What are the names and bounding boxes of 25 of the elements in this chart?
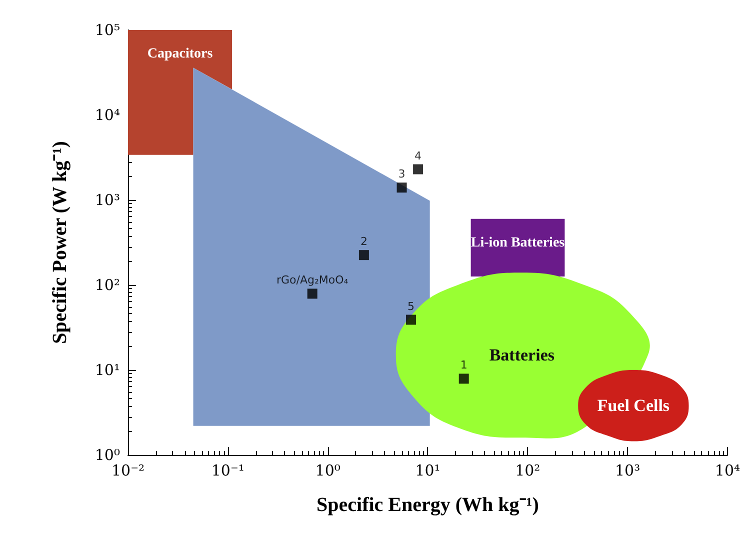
series-label: Capacitors <box>147 46 214 62</box>
y-tick-label: 10⁵ <box>94 21 120 39</box>
x-tick-label: 10¹ <box>415 462 440 480</box>
x-tick-label: 10³ <box>614 462 640 480</box>
annotation: 5 <box>407 300 414 313</box>
annotation: 2 <box>360 235 368 248</box>
annotation: 4 <box>414 149 422 162</box>
y-tick-label: 10⁴ <box>94 106 120 124</box>
y-tick-label: 10¹ <box>94 361 120 379</box>
x-tick-label: 10⁴ <box>714 462 740 480</box>
annotation: rGo/Ag₂MoO₄ <box>276 274 349 287</box>
annotation: 3 <box>398 168 406 181</box>
series-label: Fuel Cells <box>597 396 670 416</box>
series-label: Li-ion Batteries <box>470 235 566 250</box>
x-tick-label: 10⁻² <box>111 462 145 480</box>
x-tick-label: 10² <box>515 462 540 480</box>
x-tick-label: 10⁻¹ <box>211 462 244 480</box>
y-tick-label: 10³ <box>94 191 120 209</box>
y-axis-title: Specific Power (W kg⁻¹) <box>49 141 71 344</box>
x-axis-title: Specific Energy (Wh kg⁻¹) <box>316 494 539 516</box>
annotation: 1 <box>460 358 468 372</box>
x-tick-label: 10⁰ <box>315 462 340 480</box>
y-tick-label: 10² <box>94 276 120 294</box>
y-tick-label: 10⁰ <box>94 446 120 464</box>
series-label: Batteries <box>489 346 555 365</box>
